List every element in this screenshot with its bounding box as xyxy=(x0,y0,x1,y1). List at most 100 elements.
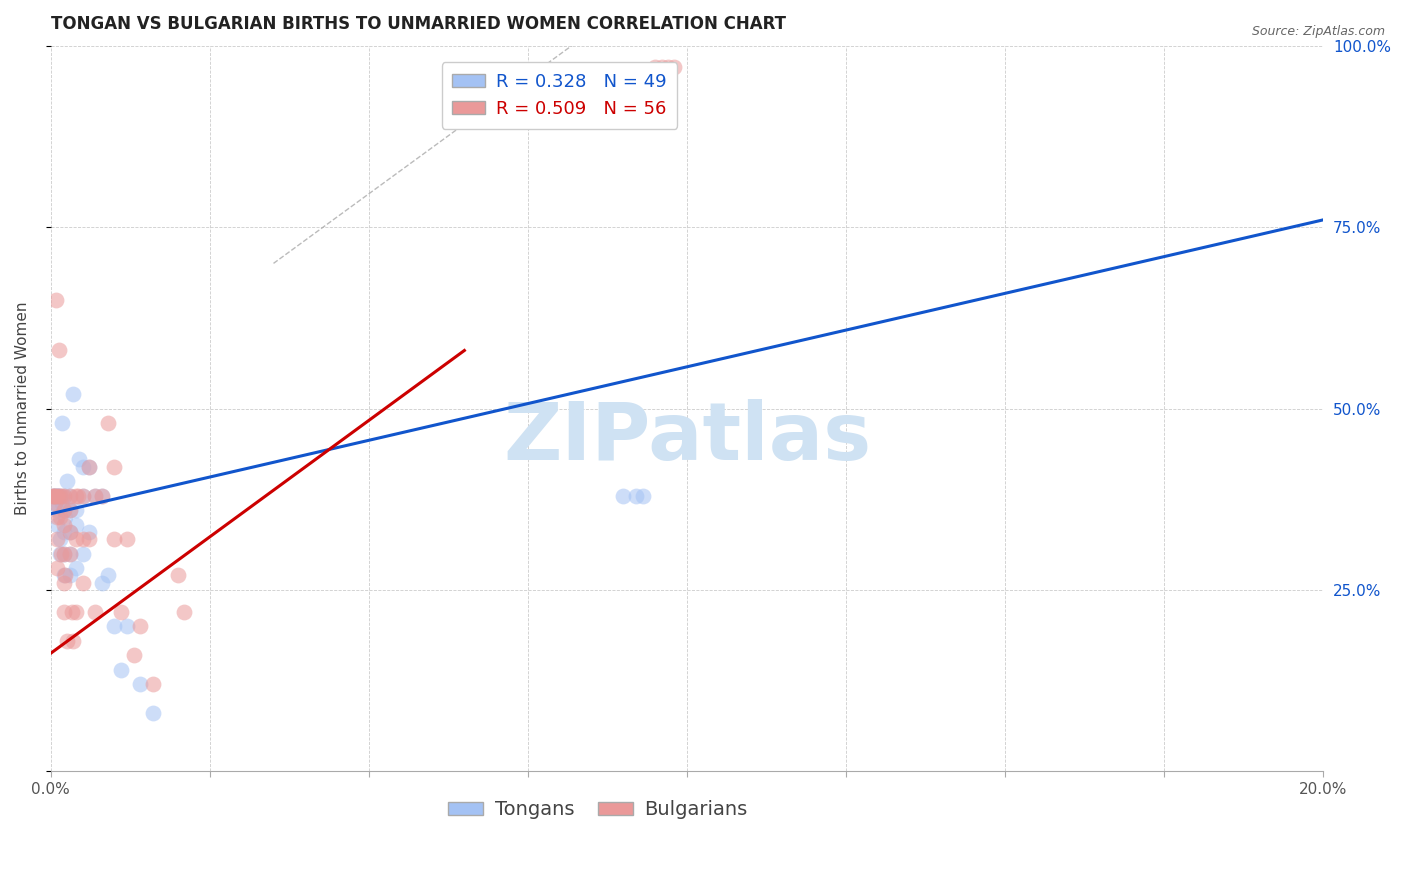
Point xyxy=(97,416,120,430)
Point xyxy=(72,459,94,474)
Point xyxy=(77,459,100,474)
Point xyxy=(44,489,66,503)
Point xyxy=(65,532,87,546)
Point xyxy=(59,489,82,503)
Point xyxy=(77,532,100,546)
Point xyxy=(42,489,65,503)
Point xyxy=(52,547,75,561)
Point xyxy=(142,706,165,721)
Point xyxy=(52,489,75,503)
Point xyxy=(59,547,82,561)
Point xyxy=(46,503,69,517)
Point xyxy=(69,452,91,467)
Point xyxy=(42,489,65,503)
Point xyxy=(42,489,65,503)
Point xyxy=(49,510,72,524)
Point xyxy=(65,503,87,517)
Point xyxy=(46,489,69,503)
Point xyxy=(52,524,75,539)
Point xyxy=(55,633,77,648)
Point xyxy=(115,532,138,546)
Point xyxy=(59,489,82,503)
Point xyxy=(49,489,72,503)
Point xyxy=(49,489,72,503)
Point xyxy=(51,496,73,510)
Point xyxy=(49,532,72,546)
Legend: Tongans, Bulgarians: Tongans, Bulgarians xyxy=(440,792,755,827)
Point xyxy=(84,489,107,503)
Point xyxy=(46,489,69,503)
Text: TONGAN VS BULGARIAN BIRTHS TO UNMARRIED WOMEN CORRELATION CHART: TONGAN VS BULGARIAN BIRTHS TO UNMARRIED … xyxy=(51,15,786,33)
Point xyxy=(62,387,84,401)
Point xyxy=(44,489,66,503)
Point xyxy=(110,663,132,677)
Point xyxy=(52,547,75,561)
Point xyxy=(46,561,69,575)
Point xyxy=(60,605,83,619)
Point xyxy=(65,561,87,575)
Point xyxy=(624,489,647,503)
Point xyxy=(48,343,70,358)
Point xyxy=(657,61,679,75)
Point xyxy=(72,575,94,590)
Point xyxy=(62,633,84,648)
Point xyxy=(42,489,65,503)
Point xyxy=(46,532,69,546)
Point xyxy=(48,489,70,503)
Point xyxy=(90,489,112,503)
Point xyxy=(55,474,77,488)
Point xyxy=(53,510,76,524)
Point xyxy=(52,575,75,590)
Point xyxy=(103,619,125,633)
Point xyxy=(97,568,120,582)
Point xyxy=(52,503,75,517)
Point xyxy=(122,648,145,663)
Point xyxy=(167,568,190,582)
Point xyxy=(142,677,165,691)
Point xyxy=(44,496,66,510)
Point xyxy=(103,459,125,474)
Text: Source: ZipAtlas.com: Source: ZipAtlas.com xyxy=(1251,25,1385,38)
Point xyxy=(59,503,82,517)
Point xyxy=(45,293,67,307)
Point xyxy=(52,517,75,532)
Point xyxy=(65,605,87,619)
Text: ZIPatlas: ZIPatlas xyxy=(503,399,872,476)
Point xyxy=(77,459,100,474)
Point xyxy=(72,489,94,503)
Point xyxy=(48,489,70,503)
Point xyxy=(65,517,87,532)
Point xyxy=(44,496,66,510)
Point xyxy=(72,532,94,546)
Point xyxy=(59,524,82,539)
Point xyxy=(90,575,112,590)
Point xyxy=(115,619,138,633)
Point xyxy=(644,61,666,75)
Point xyxy=(49,547,72,561)
Point xyxy=(46,510,69,524)
Point xyxy=(52,503,75,517)
Point xyxy=(59,524,82,539)
Point xyxy=(49,547,72,561)
Point xyxy=(59,547,82,561)
Point xyxy=(77,524,100,539)
Point xyxy=(52,605,75,619)
Point xyxy=(110,605,132,619)
Point xyxy=(173,605,195,619)
Point xyxy=(65,489,87,503)
Point xyxy=(612,489,634,503)
Point xyxy=(72,547,94,561)
Point xyxy=(651,61,673,75)
Point xyxy=(46,517,69,532)
Point xyxy=(72,489,94,503)
Y-axis label: Births to Unmarried Women: Births to Unmarried Women xyxy=(15,301,30,516)
Point xyxy=(48,489,70,503)
Point xyxy=(53,568,76,582)
Point xyxy=(45,489,67,503)
Point xyxy=(84,605,107,619)
Point xyxy=(664,61,686,75)
Point xyxy=(129,619,152,633)
Point xyxy=(59,568,82,582)
Point xyxy=(84,489,107,503)
Point xyxy=(103,532,125,546)
